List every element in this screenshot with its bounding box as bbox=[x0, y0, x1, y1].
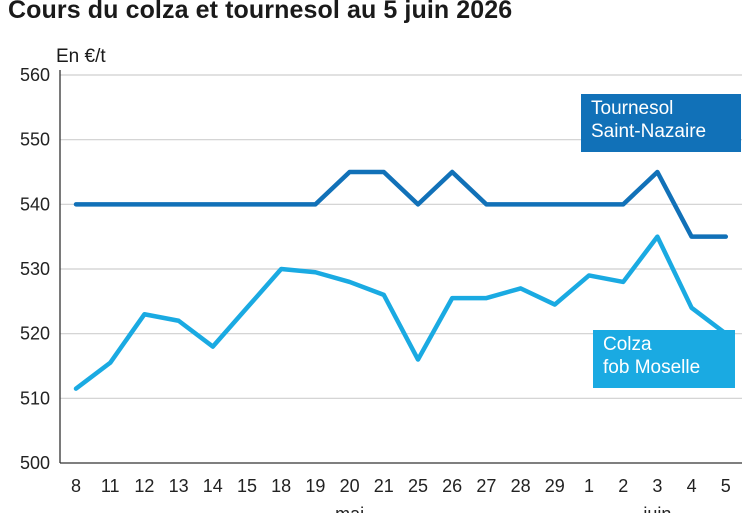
y-tick-520: 520 bbox=[20, 324, 50, 344]
x-tick-16: 2 bbox=[618, 476, 628, 496]
x-tick-8: 20 bbox=[340, 476, 360, 496]
grid-lines bbox=[59, 70, 742, 464]
x-tick-9: 21 bbox=[374, 476, 394, 496]
y-tick-560: 560 bbox=[20, 65, 50, 85]
legend-colza-line-2: fob Moselle bbox=[603, 357, 701, 378]
x-tick-10: 25 bbox=[408, 476, 428, 496]
legend-colza: Colza fob Moselle bbox=[593, 330, 735, 388]
x-tick-17: 3 bbox=[652, 476, 662, 496]
series-line-colza bbox=[73, 234, 729, 391]
y-tick-530: 530 bbox=[20, 259, 50, 279]
y-tick-labels: 500 510 520 530 540 550 560 bbox=[20, 65, 50, 473]
y-axis-unit: En €/t bbox=[56, 46, 106, 67]
x-tick-1: 11 bbox=[101, 476, 120, 496]
y-tick-500: 500 bbox=[20, 453, 50, 473]
chart-title: Cours du colza et tournesol au 5 juin 20… bbox=[8, 0, 513, 24]
legend-colza-line-1: Colza bbox=[603, 334, 652, 355]
y-tick-550: 550 bbox=[20, 130, 50, 150]
x-tick-13: 28 bbox=[511, 476, 531, 496]
x-tick-5: 15 bbox=[237, 476, 257, 496]
x-tick-12: 27 bbox=[476, 476, 496, 496]
legend-tournesol: Tournesol Saint-Nazaire bbox=[581, 94, 741, 152]
month-labels: mai juin bbox=[335, 504, 671, 513]
x-tick-labels: 8 11 12 13 14 15 18 19 20 21 25 26 27 28 29 1 2 3 4 5 bbox=[71, 476, 731, 496]
x-tick-18: 4 bbox=[687, 476, 697, 496]
x-tick-6: 18 bbox=[271, 476, 291, 496]
legend-tournesol-line-2: Saint-Nazaire bbox=[591, 121, 707, 142]
month-label-0: mai bbox=[335, 504, 364, 513]
x-tick-15: 1 bbox=[584, 476, 594, 496]
x-tick-2: 12 bbox=[134, 476, 154, 496]
x-tick-0: 8 bbox=[71, 476, 81, 496]
y-tick-510: 510 bbox=[20, 388, 50, 408]
series-lines bbox=[73, 169, 729, 391]
x-tick-19: 5 bbox=[721, 476, 731, 496]
x-tick-7: 19 bbox=[305, 476, 325, 496]
x-tick-11: 26 bbox=[442, 476, 462, 496]
x-tick-14: 29 bbox=[545, 476, 565, 496]
month-label-1: juin bbox=[642, 504, 671, 513]
x-tick-3: 13 bbox=[169, 476, 189, 496]
x-tick-4: 14 bbox=[203, 476, 223, 496]
series-line-tournesol bbox=[73, 169, 729, 239]
legend-tournesol-line-1: Tournesol bbox=[591, 98, 674, 119]
y-tick-540: 540 bbox=[20, 194, 50, 214]
